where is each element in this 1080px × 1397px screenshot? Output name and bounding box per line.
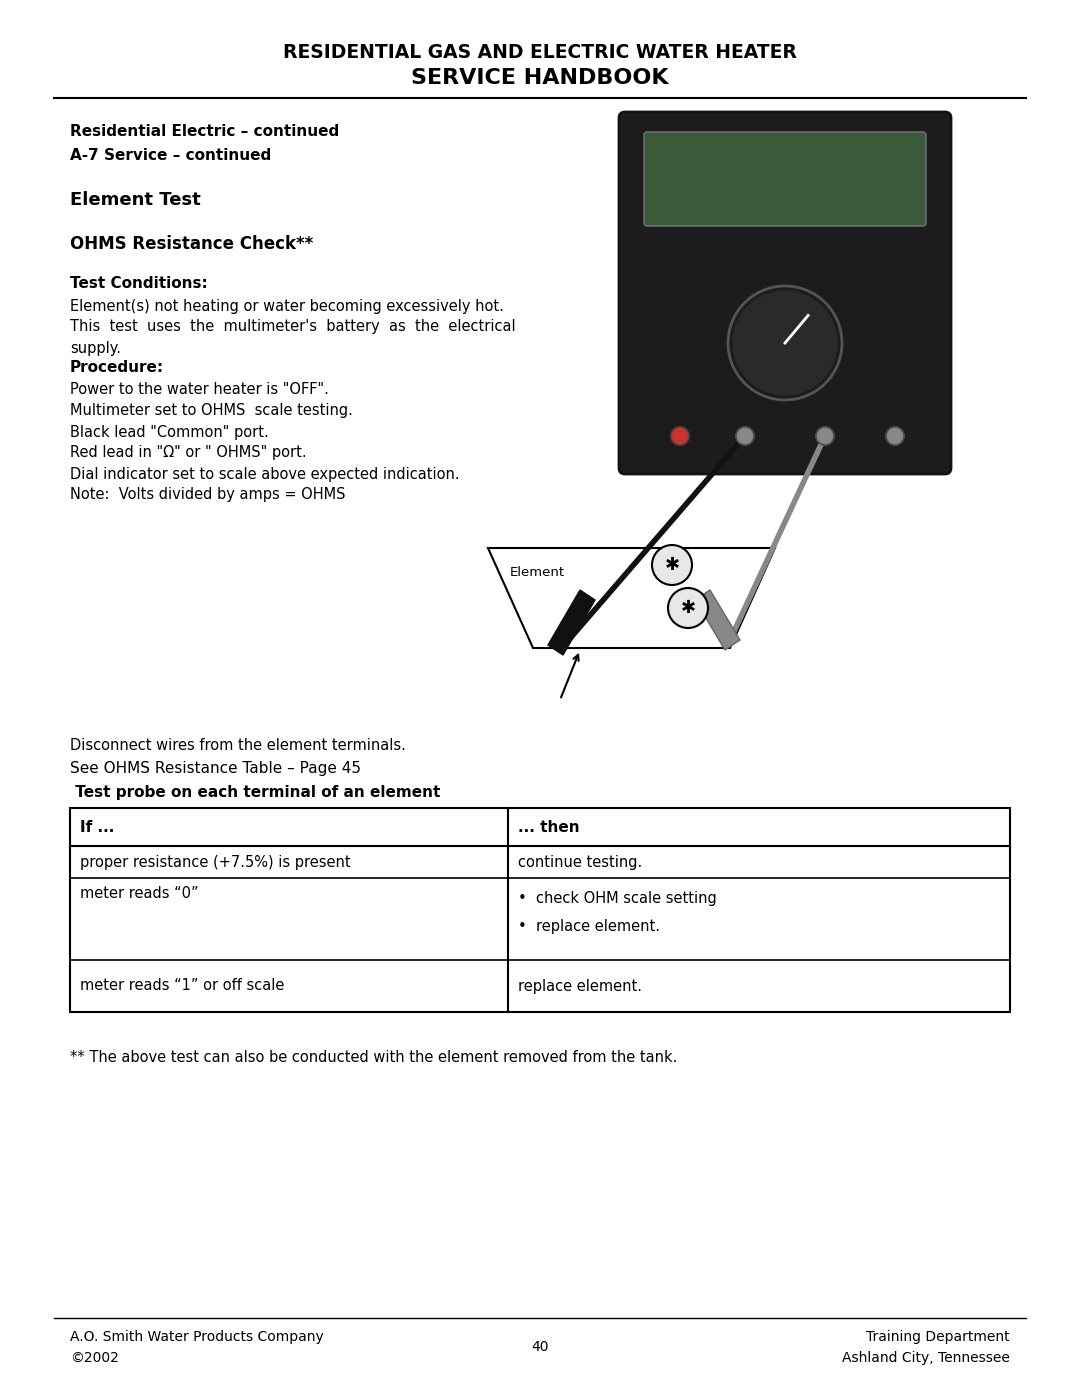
Text: ©2002: ©2002 (70, 1351, 119, 1365)
Circle shape (652, 545, 692, 585)
Text: Training Department: Training Department (866, 1330, 1010, 1344)
Text: Residential Electric – continued: Residential Electric – continued (70, 124, 339, 140)
Text: continue testing.: continue testing. (518, 855, 643, 869)
Text: Black lead "Common" port.: Black lead "Common" port. (70, 425, 269, 440)
Text: RESIDENTIAL GAS AND ELECTRIC WATER HEATER: RESIDENTIAL GAS AND ELECTRIC WATER HEATE… (283, 42, 797, 61)
Text: Test probe on each terminal of an element: Test probe on each terminal of an elemen… (70, 785, 441, 799)
Text: 40: 40 (531, 1340, 549, 1354)
Bar (70, 807, 1010, 1011)
Text: See OHMS Resistance Table – Page 45: See OHMS Resistance Table – Page 45 (70, 760, 361, 775)
Text: meter reads “1” or off scale: meter reads “1” or off scale (80, 978, 284, 993)
Text: A-7 Service – continued: A-7 Service – continued (70, 148, 271, 162)
Text: proper resistance (+7.5%) is present: proper resistance (+7.5%) is present (80, 855, 351, 869)
Text: Note:  Volts divided by amps = OHMS: Note: Volts divided by amps = OHMS (70, 488, 346, 503)
Text: •  check OHM scale setting: • check OHM scale setting (518, 890, 717, 905)
Polygon shape (548, 590, 595, 655)
Text: Dial indicator set to scale above expected indication.: Dial indicator set to scale above expect… (70, 467, 460, 482)
Text: This  test  uses  the  multimeter's  battery  as  the  electrical: This test uses the multimeter's battery … (70, 320, 515, 334)
Text: supply.: supply. (70, 341, 121, 355)
Circle shape (816, 427, 834, 446)
Text: Power to the water heater is "OFF".: Power to the water heater is "OFF". (70, 383, 329, 398)
Text: ** The above test can also be conducted with the element removed from the tank.: ** The above test can also be conducted … (70, 1049, 677, 1065)
Polygon shape (696, 590, 740, 650)
Text: Element Test: Element Test (70, 191, 201, 210)
Circle shape (733, 291, 837, 395)
Text: Ashland City, Tennessee: Ashland City, Tennessee (842, 1351, 1010, 1365)
Text: •  replace element.: • replace element. (518, 918, 660, 933)
Circle shape (669, 588, 708, 629)
Text: Element(s) not heating or water becoming excessively hot.: Element(s) not heating or water becoming… (70, 299, 504, 313)
Text: A.O. Smith Water Products Company: A.O. Smith Water Products Company (70, 1330, 324, 1344)
Text: Multimeter set to OHMS  scale testing.: Multimeter set to OHMS scale testing. (70, 404, 353, 419)
FancyBboxPatch shape (644, 131, 926, 226)
Text: ... then: ... then (518, 820, 580, 834)
Text: ✱: ✱ (664, 556, 679, 574)
Text: Element: Element (510, 566, 565, 578)
Circle shape (735, 427, 754, 446)
Circle shape (886, 427, 904, 446)
Text: meter reads “0”: meter reads “0” (80, 887, 199, 901)
Polygon shape (488, 548, 775, 648)
Text: SERVICE HANDBOOK: SERVICE HANDBOOK (411, 68, 669, 88)
Text: Test Conditions:: Test Conditions: (70, 277, 207, 292)
FancyBboxPatch shape (619, 112, 951, 474)
Text: If ...: If ... (80, 820, 114, 834)
Text: Red lead in "Ω" or " OHMS" port.: Red lead in "Ω" or " OHMS" port. (70, 446, 307, 461)
Text: replace element.: replace element. (518, 978, 642, 993)
Text: ✱: ✱ (680, 599, 696, 617)
Text: OHMS Resistance Check**: OHMS Resistance Check** (70, 235, 313, 253)
Text: Disconnect wires from the element terminals.: Disconnect wires from the element termin… (70, 738, 406, 753)
Circle shape (671, 427, 689, 446)
Text: Procedure:: Procedure: (70, 360, 164, 376)
